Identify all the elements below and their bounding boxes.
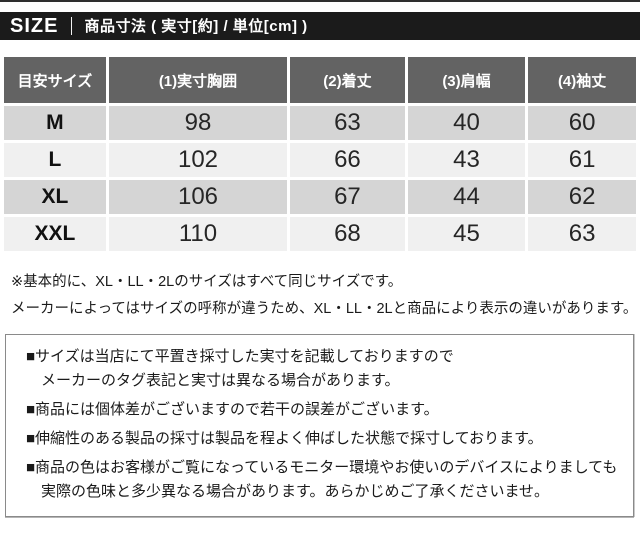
size-heading: SIZE: [10, 15, 59, 37]
size-equivalence-note: ※基本的に、XL・LL・2Lのサイズはすべて同じサイズです。 メーカーによっては…: [11, 269, 640, 323]
table-cell: 66: [290, 143, 405, 177]
table-cell: 110: [108, 217, 288, 251]
disclaimer-line: ■商品の色はお客様がご覧になっているモニター環境やお使いのデバイスによりましても: [26, 459, 618, 476]
table-cell: 67: [290, 180, 405, 214]
column-header-sleeve: (4)袖丈: [528, 57, 636, 103]
measurement-disclaimer-box: ■サイズは当店にて平置き採寸した実寸を記載しておりますので メーカーのタグ表記と…: [5, 334, 634, 517]
size-row-label: XXL: [4, 217, 106, 251]
disclaimer-individual-difference: ■商品には個体差がございますので若干の誤差がございます。: [26, 401, 439, 418]
table-cell: 40: [407, 106, 526, 140]
column-header-length: (2)着丈: [290, 57, 405, 103]
table-cell: 106: [108, 180, 288, 214]
top-divider-line: [0, 0, 640, 2]
table-cell: 60: [528, 106, 636, 140]
table-cell: 45: [407, 217, 526, 251]
section-title-bar: SIZE 商品寸法 ( 実寸[約] / 単位[cm] ): [0, 12, 640, 40]
note-line-1: ※基本的に、XL・LL・2Lのサイズはすべて同じサイズです。: [11, 274, 403, 290]
note-line-2: メーカーによってはサイズの呼称が違うため、XL・LL・2Lと商品により表示の違い…: [11, 301, 638, 317]
disclaimer-measured-flat: ■サイズは当店にて平置き採寸した実寸を記載しておりますので メーカーのタグ表記と…: [26, 345, 623, 393]
size-spec-table: 目安サイズ (1)実寸胸囲 (2)着丈 (3)肩幅 (4)袖丈 M 98 63 …: [4, 57, 636, 251]
table-cell: 68: [290, 217, 405, 251]
disclaimer-monitor-color: ■商品の色はお客様がご覧になっているモニター環境やお使いのデバイスによりましても…: [26, 456, 623, 504]
table-cell: 44: [407, 180, 526, 214]
disclaimer-line: 実際の色味と多少異なる場合があります。あらかじめご了承くださいませ。: [26, 483, 550, 500]
vertical-separator: [71, 17, 73, 35]
table-cell: 61: [528, 143, 636, 177]
table-cell: 63: [290, 106, 405, 140]
table-cell: 62: [528, 180, 636, 214]
column-header-chest: (1)実寸胸囲: [108, 57, 288, 103]
table-cell: 43: [407, 143, 526, 177]
table-cell: 102: [108, 143, 288, 177]
table-cell: 63: [528, 217, 636, 251]
disclaimer-line: メーカーのタグ表記と実寸は異なる場合があります。: [26, 372, 400, 389]
size-row-label: XL: [4, 180, 106, 214]
column-header-shoulder: (3)肩幅: [407, 57, 526, 103]
size-row-label: M: [4, 106, 106, 140]
column-header-size: 目安サイズ: [4, 57, 106, 103]
disclaimer-stretch-fabric: ■伸縮性のある製品の採寸は製品を程よく伸ばした状態で採寸しております。: [26, 430, 543, 447]
table-cell: 98: [108, 106, 288, 140]
section-title: 商品寸法 ( 実寸[約] / 単位[cm] ): [84, 17, 308, 35]
disclaimer-line: ■サイズは当店にて平置き採寸した実寸を記載しておりますので: [26, 348, 454, 365]
size-row-label: L: [4, 143, 106, 177]
